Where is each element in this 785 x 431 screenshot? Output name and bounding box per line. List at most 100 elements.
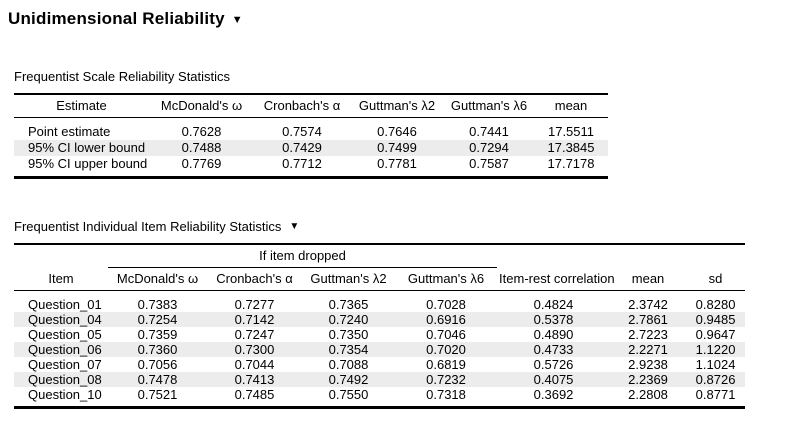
table-row: Question_08 0.7478 0.7413 0.7492 0.7232 …: [14, 372, 746, 387]
row-label: Question_10: [28, 387, 102, 402]
span-gap: [497, 244, 745, 268]
cell: 0.4733: [533, 342, 574, 357]
column-header-cronbachs-alpha: Cronbach's α: [207, 267, 302, 291]
table-row: Question_06 0.7360 0.7300 0.7354 0.7020 …: [14, 342, 746, 357]
cell: 0.7499: [377, 140, 417, 155]
row-label: Point estimate: [28, 124, 111, 139]
results-panel: Frequentist Scale Reliability Statistics…: [14, 69, 785, 409]
item-reliability-table: If item dropped Item McDonald's ω Cronba…: [14, 243, 746, 409]
cell: 0.7712: [282, 156, 322, 171]
cell: 0.7142: [234, 312, 275, 327]
cell: 2.3742: [628, 297, 668, 312]
cell: 2.2271: [628, 342, 668, 357]
scale-table-title: Frequentist Scale Reliability Statistics: [14, 69, 785, 84]
cell: 0.8280: [695, 297, 736, 312]
column-header-guttmans-lambda6: Guttman's λ6: [444, 94, 534, 118]
cell: 0.7046: [426, 327, 466, 342]
page-title-text[interactable]: Unidimensional Reliability: [8, 9, 225, 28]
item-table-dropdown-icon[interactable]: ▼: [289, 221, 300, 232]
table-row: Question_05 0.7359 0.7247 0.7350 0.7046 …: [14, 327, 745, 342]
row-label: Question_04: [28, 312, 102, 327]
cell: 0.7488: [181, 140, 222, 155]
table-row: Question_10 0.7521 0.7485 0.7550 0.7318 …: [14, 387, 745, 408]
cell: 2.9238: [628, 357, 668, 372]
column-header-mcdonalds-omega: McDonald's ω: [149, 94, 254, 118]
cell: 0.7628: [181, 124, 222, 139]
row-label: Question_08: [28, 372, 102, 387]
cell: 0.7365: [328, 297, 369, 312]
cell: 0.5726: [533, 357, 574, 372]
column-header-mcdonalds-omega: McDonald's ω: [108, 267, 207, 291]
cell: 0.8771: [695, 387, 736, 402]
row-label: 95% CI lower bound: [28, 140, 146, 155]
title-dropdown-icon[interactable]: ▼: [231, 14, 243, 26]
cell: 0.7492: [328, 372, 369, 387]
cell: 0.7294: [469, 140, 509, 155]
cell: 0.7247: [234, 327, 275, 342]
item-table-title-text: Frequentist Individual Item Reliability …: [14, 219, 282, 234]
cell: 0.7781: [377, 156, 417, 171]
cell: 0.7028: [426, 297, 466, 312]
row-label: Question_07: [28, 357, 102, 372]
cell: 0.7587: [469, 156, 509, 171]
table-row: Question_01 0.7383 0.7277 0.7365 0.7028 …: [14, 291, 745, 313]
item-table-title[interactable]: Frequentist Individual Item Reliability …: [14, 219, 785, 234]
column-header-guttmans-lambda2: Guttman's λ2: [302, 267, 395, 291]
page-title[interactable]: Unidimensional Reliability ▼: [8, 9, 785, 29]
span-gap: [14, 244, 108, 268]
cell: 0.7769: [181, 156, 222, 171]
row-label: Question_01: [28, 297, 102, 312]
cell: 2.2808: [628, 387, 668, 402]
cell: 0.6819: [426, 357, 466, 372]
table-row: Question_04 0.7254 0.7142 0.7240 0.6916 …: [14, 312, 746, 327]
cell: 0.7478: [137, 372, 178, 387]
column-header-estimate: Estimate: [14, 94, 149, 118]
cell: 0.6916: [426, 312, 466, 327]
column-header-mean: mean: [534, 94, 608, 118]
cell: 0.4075: [533, 372, 574, 387]
table-row: Point estimate 0.7628 0.7574 0.7646 0.74…: [14, 118, 608, 141]
cell: 0.5378: [533, 312, 574, 327]
cell: 2.7223: [628, 327, 668, 342]
cell: 0.7232: [426, 372, 466, 387]
cell: 0.7044: [234, 357, 275, 372]
cell: 0.7646: [377, 124, 417, 139]
cell: 0.7383: [137, 297, 178, 312]
cell: 0.8726: [695, 372, 736, 387]
row-label: Question_05: [28, 327, 102, 342]
cell: 0.4824: [533, 297, 574, 312]
column-header-guttmans-lambda6: Guttman's λ6: [395, 267, 498, 291]
table-row: Question_07 0.7056 0.7044 0.7088 0.6819 …: [14, 357, 745, 372]
cell: 0.7354: [328, 342, 369, 357]
cell: 17.5511: [547, 124, 595, 139]
cell: 0.7240: [328, 312, 369, 327]
column-header-item-rest-correlation: Item-rest correlation: [497, 267, 615, 291]
cell: 0.7318: [426, 387, 466, 402]
cell: 0.7574: [282, 124, 322, 139]
scale-reliability-table: Estimate McDonald's ω Cronbach's α Guttm…: [14, 93, 608, 179]
table-row: 95% CI lower bound 0.7488 0.7429 0.7499 …: [14, 140, 608, 156]
column-header-sd: sd: [686, 267, 746, 291]
cell: 1.1220: [695, 342, 736, 357]
cell: 0.7360: [137, 342, 178, 357]
table-row: 95% CI upper bound 0.7769 0.7712 0.7781 …: [14, 156, 608, 178]
cell: 0.7254: [137, 312, 178, 327]
cell: 0.7088: [328, 357, 369, 372]
cell: 0.7300: [234, 342, 275, 357]
scale-table-title-text: Frequentist Scale Reliability Statistics: [14, 69, 231, 84]
column-header-guttmans-lambda2: Guttman's λ2: [350, 94, 444, 118]
cell: 0.9647: [695, 327, 736, 342]
cell: 0.7056: [137, 357, 178, 372]
column-header-item: Item: [14, 267, 108, 291]
cell: 0.7441: [469, 124, 509, 139]
cell: 0.7485: [234, 387, 275, 402]
cell: 0.7359: [137, 327, 178, 342]
row-label: 95% CI upper bound: [28, 156, 148, 171]
cell: 17.7178: [547, 156, 595, 171]
cell: 0.7350: [328, 327, 369, 342]
cell: 0.7277: [234, 297, 275, 312]
cell: 0.7429: [282, 140, 322, 155]
item-table-header-row: Item McDonald's ω Cronbach's α Guttman's…: [14, 267, 746, 291]
cell: 1.1024: [695, 357, 736, 372]
if-item-dropped-header: If item dropped: [108, 244, 498, 268]
